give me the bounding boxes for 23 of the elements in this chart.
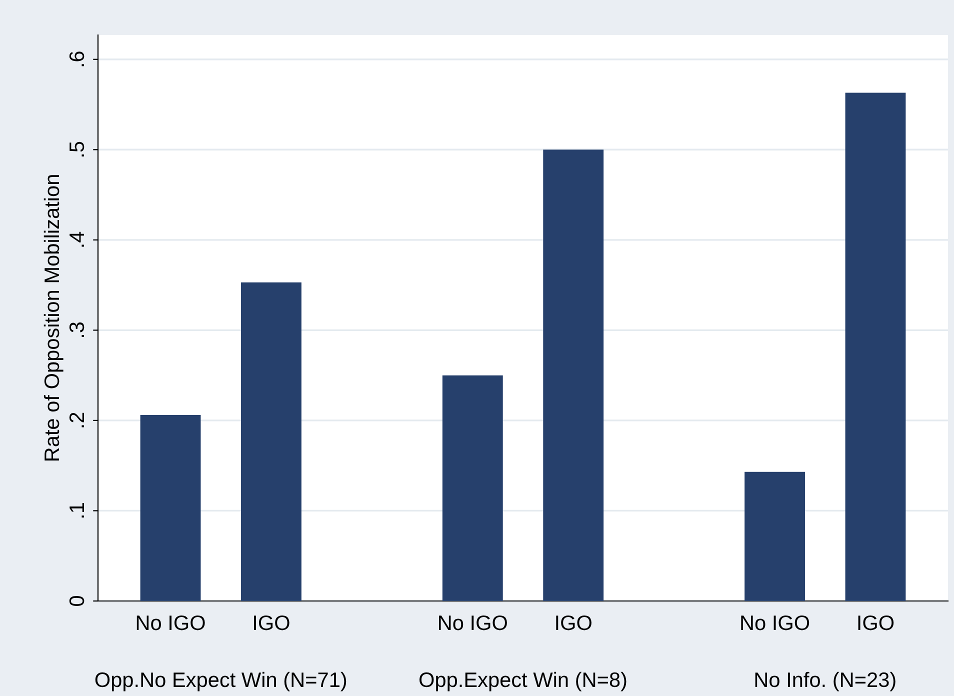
bar [140,415,201,601]
text: Opp.No Expect Win (N=71) [95,672,346,692]
y-tick-label: .1 [70,503,84,518]
text: No Info. (N=23) [755,672,896,692]
x-tick-label: No IGO [136,615,205,630]
x-tick-label: IGO [858,615,894,630]
bar [442,375,503,601]
y-tick-label: .3 [69,322,84,337]
bar [543,150,604,601]
x-tick-label: IGO [556,615,592,630]
y-tick-label: 0 [69,596,84,606]
y-axis-title: Rate of Opposition Mobilization [44,175,64,460]
y-tick-label: .6 [69,52,84,66]
x-tick-label: No IGO [741,615,810,630]
text: Opp.Expect Win (N=8) [419,672,626,692]
bar [241,282,302,601]
bar [845,92,906,601]
y-tick-label: .4 [70,232,84,247]
x-tick-label: IGO [254,615,290,630]
y-tick-label: .5 [70,142,84,156]
bar [744,472,805,601]
y-tick-label: .2 [69,412,84,428]
x-tick-label: No IGO [439,615,507,630]
